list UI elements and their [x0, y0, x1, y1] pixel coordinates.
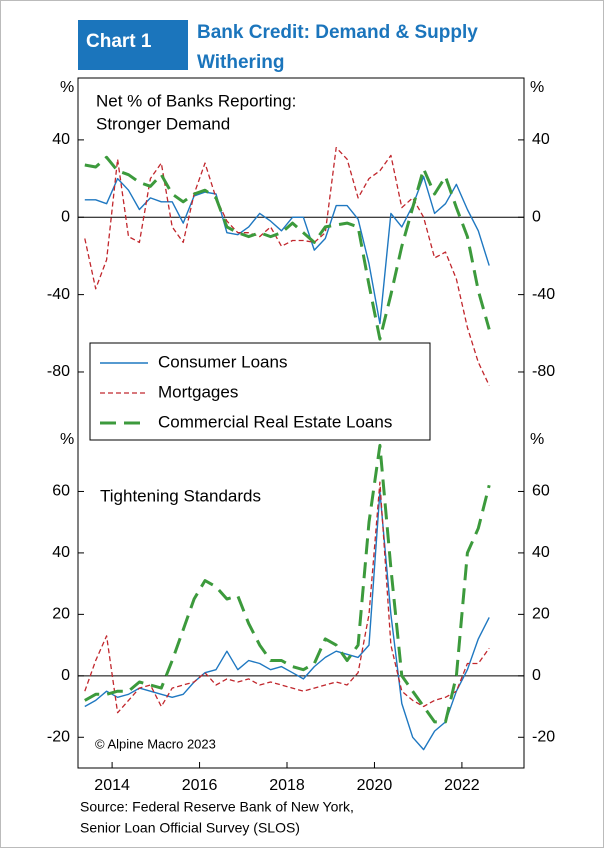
y-tick-label: 20	[532, 606, 550, 623]
y-tick-label: -80	[532, 363, 555, 380]
badge: Chart 1	[86, 31, 152, 52]
panel-title: Tightening Standards	[100, 486, 261, 505]
x-tick-label: 2020	[357, 777, 393, 794]
y-tick-label: 0	[532, 208, 541, 225]
unit-label: %	[60, 79, 74, 96]
y-tick-label: 20	[52, 606, 70, 623]
legend-label: Commercial Real Estate Loans	[158, 412, 392, 431]
x-tick-label: 2016	[182, 777, 218, 794]
line-series	[84, 481, 490, 714]
line-series	[84, 443, 491, 724]
unit-label: %	[60, 431, 74, 448]
y-tick-label: 40	[532, 544, 550, 561]
unit-label: %	[530, 79, 544, 96]
title: Withering	[197, 52, 284, 73]
unit-label: %	[530, 431, 544, 448]
y-tick-label: 60	[532, 483, 550, 500]
y-tick-label: 0	[61, 208, 70, 225]
line-series	[84, 490, 490, 751]
source: Source: Federal Reserve Bank of New York…	[80, 799, 354, 815]
y-tick-label: 40	[532, 131, 550, 148]
legend-box	[89, 342, 431, 441]
panel-title: Net % of Banks Reporting:	[96, 91, 296, 110]
x-tick-label: 2014	[94, 777, 130, 794]
y-tick-label: -20	[532, 728, 555, 745]
line-series	[84, 175, 490, 325]
y-tick-label: 40	[52, 544, 70, 561]
y-tick-label: -80	[47, 363, 70, 380]
panel-title: Stronger Demand	[96, 114, 230, 133]
x-tick-label: 2018	[269, 777, 305, 794]
y-tick-label: 60	[52, 483, 70, 500]
annotation: © Alpine Macro 2023	[95, 736, 216, 751]
y-tick-label: -20	[47, 728, 70, 745]
y-tick-label: 0	[61, 667, 70, 684]
plot-frame	[77, 77, 525, 769]
y-tick-label: 0	[532, 667, 541, 684]
title: Bank Credit: Demand & Supply	[197, 22, 478, 43]
badge-box	[78, 20, 188, 70]
y-tick-label: -40	[47, 286, 70, 303]
x-tick-label: 2022	[444, 777, 480, 794]
legend-label: Mortgages	[158, 382, 238, 401]
source: Senior Loan Official Survey (SLOS)	[80, 820, 300, 836]
legend-label: Consumer Loans	[158, 352, 287, 371]
y-tick-label: 40	[52, 131, 70, 148]
line-series	[84, 146, 490, 386]
y-tick-label: -40	[532, 286, 555, 303]
line-series	[84, 155, 491, 341]
